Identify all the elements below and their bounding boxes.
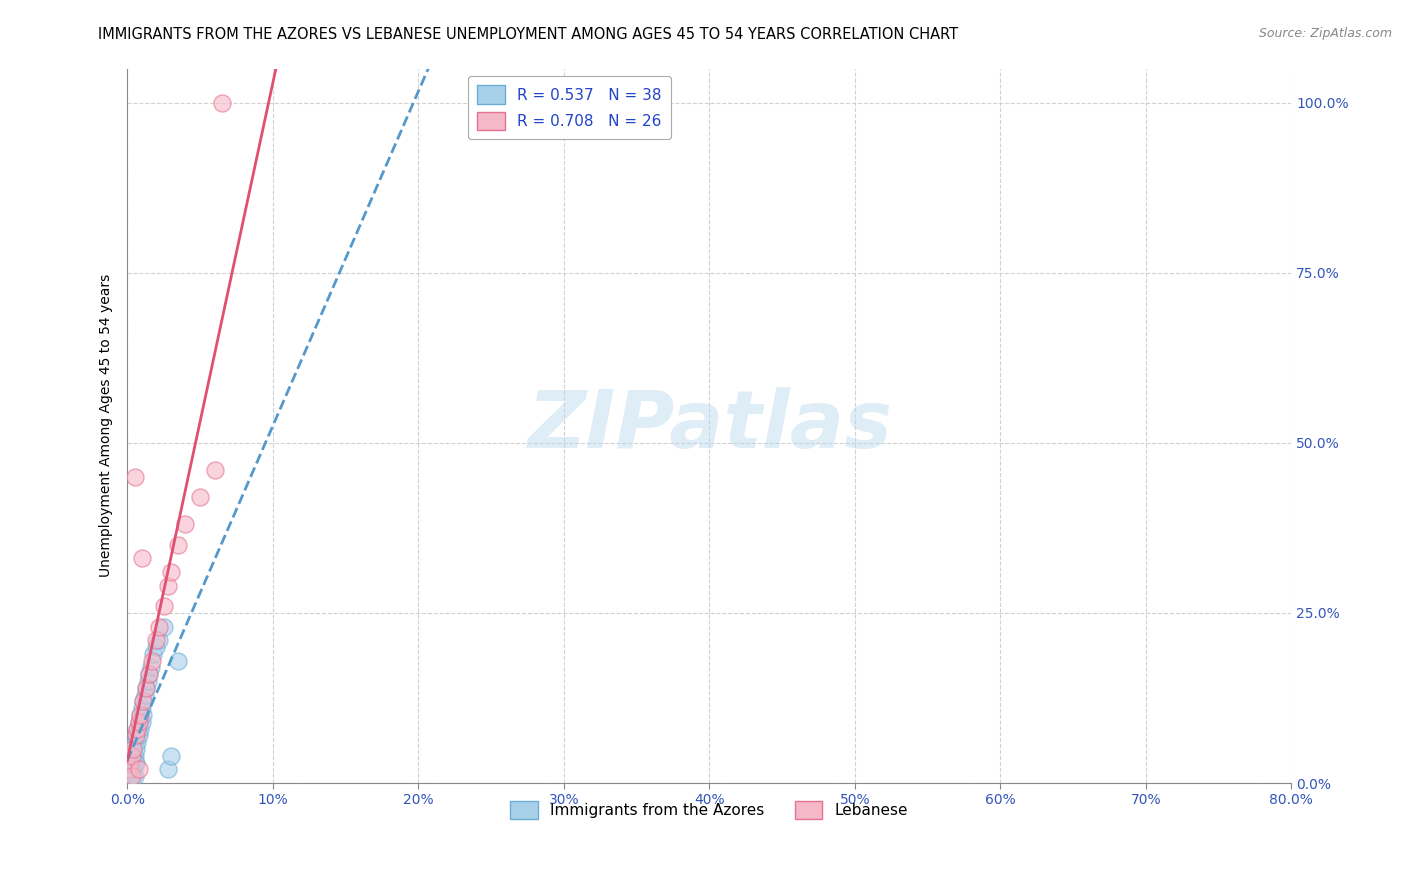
Point (127, 722, 149, 736)
Point (128, 728, 150, 742)
Point (125, 756, 148, 770)
Point (131, 551, 153, 566)
Point (121, 763, 143, 777)
Point (128, 714, 150, 729)
Point (152, 619, 174, 633)
Point (204, 463, 226, 477)
Point (145, 640, 167, 654)
Point (125, 728, 148, 742)
Point (124, 470, 146, 484)
Point (139, 660, 162, 674)
Point (124, 748, 146, 763)
Point (121, 748, 143, 763)
Point (125, 742, 148, 756)
Point (129, 708, 152, 723)
Point (142, 647, 165, 661)
Point (122, 763, 145, 777)
Point (127, 722, 149, 736)
Point (121, 748, 143, 763)
Point (211, 95, 233, 110)
Point (148, 619, 170, 633)
Point (132, 708, 155, 723)
Point (188, 490, 211, 504)
Point (152, 599, 174, 613)
Point (131, 714, 153, 729)
Legend: Immigrants from the Azores, Lebanese: Immigrants from the Azores, Lebanese (505, 795, 914, 825)
Point (120, 756, 142, 770)
Point (118, 763, 141, 777)
Point (167, 538, 190, 552)
Point (129, 722, 152, 736)
Point (167, 654, 190, 668)
Point (174, 517, 197, 532)
Point (124, 735, 146, 749)
Point (129, 708, 152, 723)
Point (128, 763, 150, 777)
Point (135, 681, 157, 695)
Point (132, 694, 155, 708)
Point (124, 769, 146, 783)
Point (134, 688, 156, 702)
Point (120, 769, 142, 783)
Point (156, 579, 179, 593)
Text: ZIPatlas: ZIPatlas (527, 387, 891, 465)
Point (160, 565, 183, 579)
Point (141, 654, 163, 668)
Point (131, 701, 153, 715)
Point (145, 633, 167, 648)
Point (148, 633, 170, 648)
Point (138, 667, 160, 681)
Point (132, 694, 155, 708)
Text: Source: ZipAtlas.com: Source: ZipAtlas.com (1258, 27, 1392, 40)
Point (124, 756, 146, 770)
Text: IMMIGRANTS FROM THE AZORES VS LEBANESE UNEMPLOYMENT AMONG AGES 45 TO 54 YEARS CO: IMMIGRANTS FROM THE AZORES VS LEBANESE U… (98, 27, 959, 42)
Point (121, 769, 143, 783)
Point (120, 756, 142, 770)
Point (125, 728, 148, 742)
Point (160, 748, 183, 763)
Point (156, 763, 179, 777)
Point (122, 756, 145, 770)
Point (121, 769, 143, 783)
Point (122, 742, 145, 756)
Point (127, 735, 149, 749)
Y-axis label: Unemployment Among Ages 45 to 54 years: Unemployment Among Ages 45 to 54 years (100, 274, 114, 577)
Point (136, 673, 159, 688)
Point (118, 763, 141, 777)
Point (128, 714, 150, 729)
Point (138, 667, 160, 681)
Point (135, 681, 157, 695)
Point (122, 742, 145, 756)
